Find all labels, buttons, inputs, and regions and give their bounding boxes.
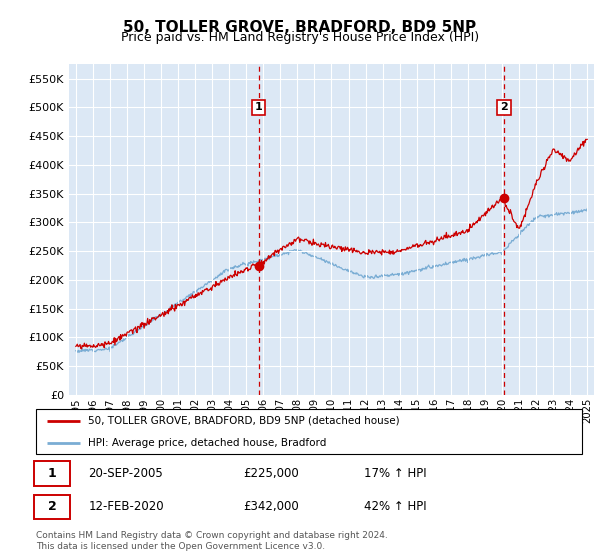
Text: 12-FEB-2020: 12-FEB-2020 [88,500,164,514]
Text: HPI: Average price, detached house, Bradford: HPI: Average price, detached house, Brad… [88,437,326,447]
Text: £225,000: £225,000 [243,467,299,480]
Text: 2: 2 [500,102,508,113]
FancyBboxPatch shape [34,461,70,486]
FancyBboxPatch shape [34,494,70,519]
Text: £342,000: £342,000 [243,500,299,514]
Text: 2: 2 [47,500,56,514]
Text: 1: 1 [254,102,262,113]
Text: Price paid vs. HM Land Registry's House Price Index (HPI): Price paid vs. HM Land Registry's House … [121,31,479,44]
Text: 1: 1 [47,467,56,480]
FancyBboxPatch shape [36,409,582,454]
Text: 20-SEP-2005: 20-SEP-2005 [88,467,163,480]
Text: 50, TOLLER GROVE, BRADFORD, BD9 5NP (detached house): 50, TOLLER GROVE, BRADFORD, BD9 5NP (det… [88,416,400,426]
Text: 17% ↑ HPI: 17% ↑ HPI [364,467,427,480]
Text: Contains HM Land Registry data © Crown copyright and database right 2024.
This d: Contains HM Land Registry data © Crown c… [36,531,388,551]
Text: 50, TOLLER GROVE, BRADFORD, BD9 5NP: 50, TOLLER GROVE, BRADFORD, BD9 5NP [124,20,476,35]
Text: 42% ↑ HPI: 42% ↑ HPI [364,500,427,514]
